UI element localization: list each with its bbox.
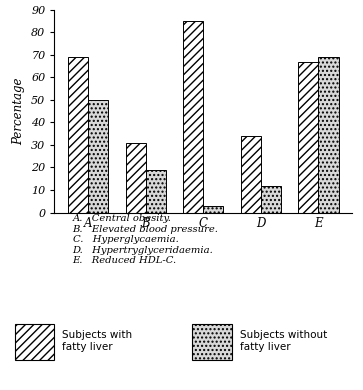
Text: Subjects with
fatty liver: Subjects with fatty liver — [62, 330, 132, 352]
Bar — [126, 143, 146, 213]
Y-axis label: Percentage: Percentage — [13, 77, 26, 145]
Bar — [68, 57, 88, 213]
Bar — [203, 206, 224, 213]
Bar — [241, 136, 261, 213]
Text: A.   Central obesity.
B.   Elevated blood pressure.
C.   Hyperglycaemia.
D.   Hy: A. Central obesity. B. Elevated blood pr… — [73, 215, 219, 265]
Bar — [183, 21, 203, 213]
Bar — [146, 170, 166, 213]
Bar — [192, 324, 232, 360]
Bar — [298, 62, 318, 213]
Bar — [261, 186, 281, 213]
Text: Subjects without
fatty liver: Subjects without fatty liver — [240, 330, 327, 352]
Bar — [88, 100, 108, 213]
Bar — [318, 57, 339, 213]
Bar — [15, 324, 54, 360]
